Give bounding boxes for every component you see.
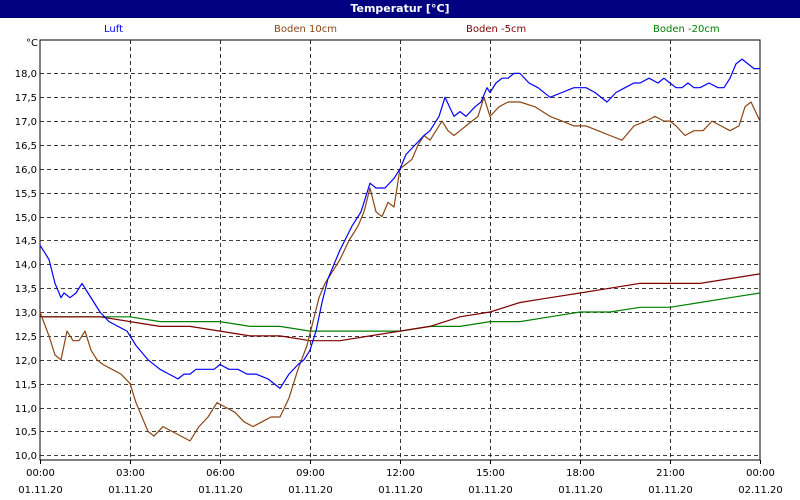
y-tick-label: 11,0 [15, 404, 37, 415]
x-tick-date: 02.11.20 [738, 485, 783, 496]
y-tick-label: 12,0 [15, 356, 37, 367]
x-tick-date: 01.11.20 [648, 485, 693, 496]
y-tick-label: 14,0 [15, 260, 37, 271]
legend-boden-10cm: Boden 10cm [274, 24, 337, 35]
x-tick-date: 01.11.20 [18, 485, 63, 496]
series-line-boden-5cm [40, 273, 761, 342]
legend-luft: Luft [104, 24, 123, 35]
x-tick-time: 18:00 [566, 468, 595, 479]
y-tick-label: 17,0 [15, 117, 37, 128]
y-tick-label: 16,0 [15, 165, 37, 176]
y-tick-label: 10,5 [15, 427, 37, 438]
x-tick-date: 01.11.20 [198, 485, 243, 496]
x-tick-time: 09:00 [296, 468, 325, 479]
x-tick-date: 01.11.20 [288, 485, 333, 496]
y-tick-label: 13,0 [15, 308, 37, 319]
legend-boden-20cm: Boden -20cm [653, 24, 720, 35]
y-tick-label: 15,5 [15, 189, 37, 200]
y-tick-label: 13,5 [15, 284, 37, 295]
y-tick-label: 17,5 [15, 93, 37, 104]
plot-frame [39, 39, 761, 461]
y-tick-label: 16,5 [15, 141, 37, 152]
x-tick-time: 06:00 [206, 468, 235, 479]
x-tick-date: 01.11.20 [108, 485, 153, 496]
x-tick-date: 01.11.20 [558, 485, 603, 496]
y-tick-label: 10,0 [15, 451, 37, 462]
series-line-boden-10cm [39, 96, 761, 442]
legend-boden-5cm: Boden -5cm [466, 24, 527, 35]
x-tick-time: 03:00 [116, 468, 145, 479]
x-tick-date: 01.11.20 [468, 485, 513, 496]
y-tick-label: 18,0 [15, 69, 37, 80]
series-line-boden-20cm [40, 292, 761, 332]
y-tick-label: 12,5 [15, 332, 37, 343]
x-tick-time: 15:00 [476, 468, 505, 479]
chart-title: Temperatur [°C] [0, 0, 800, 18]
x-tick-time: 00:00 [746, 468, 775, 479]
y-axis-unit: °C [26, 38, 38, 49]
x-tick-time: 00:00 [26, 468, 55, 479]
y-tick-label: 14,5 [15, 236, 37, 247]
y-tick-label: 11,5 [15, 380, 37, 391]
y-tick-label: 15,0 [15, 213, 37, 224]
x-tick-date: 01.11.20 [378, 485, 423, 496]
x-tick-time: 12:00 [386, 468, 415, 479]
series-line-luft [39, 58, 760, 389]
x-tick-time: 21:00 [656, 468, 685, 479]
